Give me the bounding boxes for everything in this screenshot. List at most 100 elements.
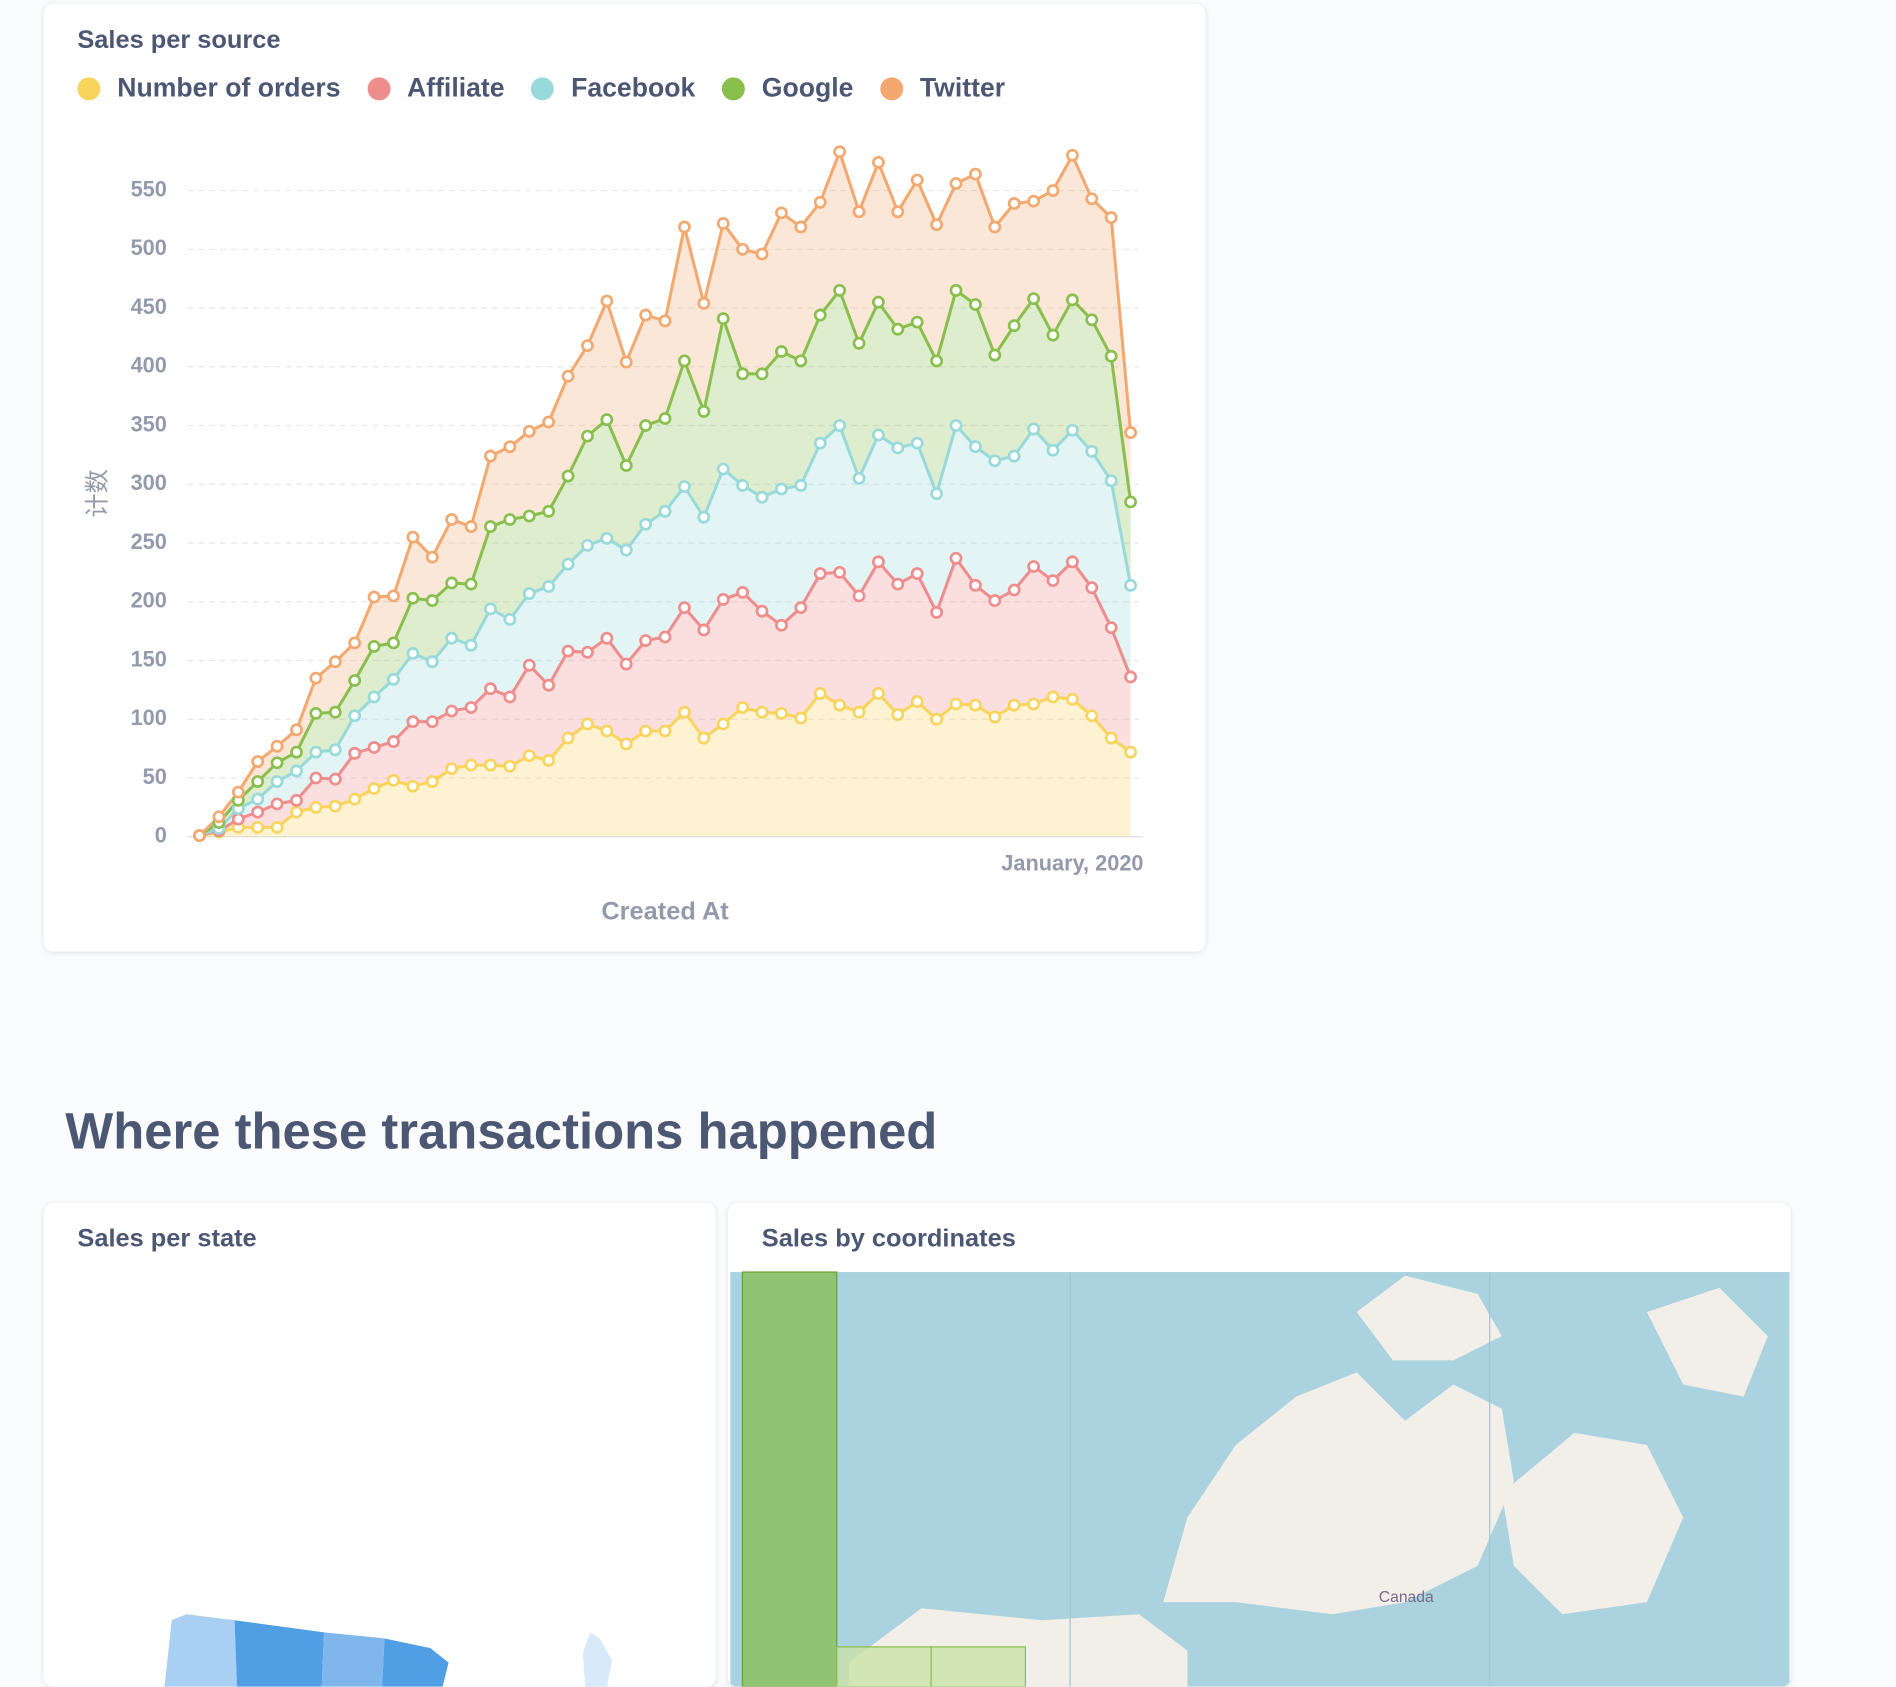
legend-item[interactable]: Twitter: [879, 72, 1006, 104]
data-point: [968, 167, 982, 181]
data-point: [910, 695, 924, 709]
data-point: [1046, 184, 1060, 197]
data-point: [619, 543, 633, 557]
data-point: [697, 296, 711, 310]
data-point: [1085, 444, 1099, 458]
data-point: [988, 594, 1002, 608]
legend-item[interactable]: Facebook: [531, 73, 695, 104]
data-point: [1007, 449, 1021, 463]
data-point: [387, 672, 400, 686]
data-point: [794, 354, 808, 368]
legend-label: Google: [761, 72, 854, 103]
data-point: [1046, 443, 1060, 457]
data-point: [503, 759, 517, 773]
data-point: [503, 513, 517, 526]
state-card: Sales per state: [43, 1203, 716, 1687]
data-point: [425, 550, 439, 564]
y-tick-label: 150: [131, 646, 167, 671]
data-point: [387, 636, 400, 650]
data-point: [328, 743, 342, 757]
data-point: [794, 220, 808, 234]
data-point: [775, 345, 788, 358]
legend-swatch: [721, 76, 745, 100]
x-axis-label: Created At: [601, 898, 729, 926]
data-point: [697, 405, 711, 418]
data-point: [212, 810, 226, 824]
y-tick-label: 200: [131, 588, 167, 613]
data-point: [813, 308, 827, 322]
data-point: [290, 793, 303, 807]
y-tick-label: 300: [131, 470, 167, 495]
data-point: [270, 756, 284, 770]
data-point: [852, 205, 866, 219]
data-point: [1065, 692, 1079, 706]
data-point: [367, 590, 381, 604]
data-point: [425, 715, 439, 729]
data-point: [619, 459, 633, 472]
data-point: [736, 585, 750, 599]
data-point: [445, 704, 459, 718]
data-point: [736, 367, 750, 381]
data-point: [193, 829, 206, 842]
legend-label: Affiliate: [407, 72, 505, 103]
data-point: [852, 589, 866, 603]
data-point: [328, 655, 342, 669]
land: [1646, 1287, 1768, 1397]
data-point: [1104, 349, 1118, 363]
data-point: [794, 601, 808, 615]
data-point: [813, 436, 827, 450]
data-point: [697, 623, 711, 637]
legend-swatch: [367, 76, 391, 100]
y-tick-label: 500: [131, 235, 167, 260]
legend-item[interactable]: Affiliate: [367, 72, 505, 104]
card-title: Sales per state: [77, 1224, 257, 1253]
data-point: [1027, 292, 1041, 306]
data-point: [1085, 581, 1099, 595]
data-point: [755, 490, 769, 504]
data-point: [988, 710, 1002, 724]
data-point: [639, 634, 653, 647]
data-point: [1007, 319, 1021, 333]
data-point: [833, 698, 847, 712]
data-point: [348, 636, 362, 650]
chart-title: Sales per source: [77, 26, 280, 54]
data-point: [581, 339, 594, 353]
data-point: [794, 711, 808, 725]
data-point: [251, 805, 265, 819]
data-point: [872, 428, 885, 442]
data-point: [290, 764, 303, 778]
data-point: [464, 701, 478, 714]
data-point: [988, 348, 1002, 362]
data-point: [833, 419, 847, 432]
area-fill: [199, 425, 1131, 836]
data-point: [251, 820, 265, 834]
data-point: [716, 462, 730, 476]
data-point: [348, 674, 362, 687]
legend-label: Twitter: [919, 72, 1006, 103]
data-point: [678, 220, 691, 234]
data-point: [406, 779, 420, 793]
data-point: [387, 589, 400, 603]
legend-item[interactable]: Google: [721, 72, 854, 104]
data-point: [406, 715, 420, 729]
legend-item[interactable]: Number of orders: [77, 73, 340, 104]
data-point: [968, 578, 982, 592]
data-point: [445, 513, 459, 526]
data-point: [813, 195, 827, 209]
legend: Number of orders Affiliate Facebook Google T…: [77, 73, 1005, 104]
data-point: [775, 206, 788, 220]
data-point: [367, 782, 381, 795]
legend-label: Number of orders: [117, 72, 341, 103]
data-point: [968, 698, 982, 712]
data-point: [1104, 474, 1118, 488]
data-point: [639, 308, 653, 322]
data-point: [949, 284, 963, 297]
y-tick-label: 50: [143, 764, 167, 789]
data-point: [949, 551, 963, 565]
data-point: [1065, 293, 1079, 307]
data-point: [755, 367, 769, 381]
state-shape: [582, 1632, 612, 1687]
data-point: [755, 247, 769, 261]
